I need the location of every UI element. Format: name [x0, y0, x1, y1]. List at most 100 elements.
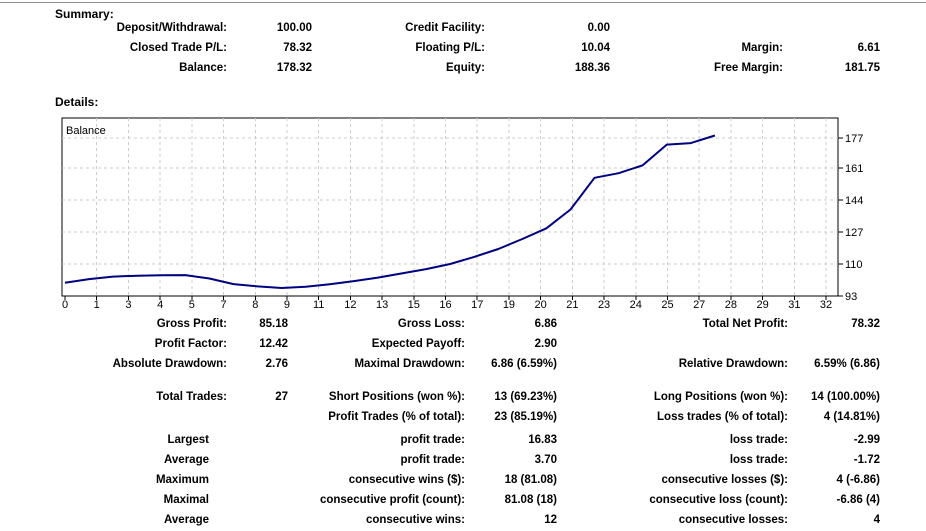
stat-value: -6.86 (4)	[836, 494, 880, 506]
stat-value: 100.00	[276, 22, 312, 34]
stat-value: 12.42	[259, 338, 288, 350]
stat-value: 2.76	[265, 358, 288, 370]
x-tick-label: 19	[503, 299, 515, 311]
x-tick-label: 5	[189, 299, 195, 311]
x-tick-label: 21	[566, 299, 578, 311]
top-separator	[0, 2, 926, 3]
stat-value: 4 (14.81%)	[823, 411, 880, 423]
details-heading: Details:	[55, 95, 99, 109]
stat-label: Gross Loss:	[397, 318, 465, 330]
stat-label: profit trade:	[400, 434, 465, 446]
stat-value: -2.99	[853, 434, 880, 446]
y-tick-label: 144	[845, 195, 863, 207]
stat-label: consecutive losses ($):	[661, 474, 788, 486]
stat-label: Loss trades (% of total):	[657, 411, 788, 423]
balance-chart-svg: 0 1 3 4 5 7 8 9 11 12 13 15 16 17 19 20 21 23 24 25 27 28 29 31…	[61, 117, 863, 311]
stat-label: Average	[164, 514, 209, 526]
x-tick-label: 9	[284, 299, 290, 311]
stat-label: Average	[164, 454, 209, 466]
stat-value: -1.72	[853, 454, 880, 466]
x-tick-label: 7	[220, 299, 226, 311]
stat-label: Profit Trades (% of total):	[328, 411, 465, 423]
stat-label: Long Positions (won %):	[653, 391, 788, 403]
table-row: Balance: 178.32 Equity: 188.36 Free Margin: 1…	[0, 62, 926, 82]
stat-value: 10.04	[581, 42, 610, 54]
stat-label: Short Positions (won %):	[328, 391, 465, 403]
stat-label: loss trade:	[729, 434, 788, 446]
stat-value: 6.86	[534, 318, 557, 330]
x-tick-label: 0	[62, 299, 68, 311]
table-row: Profit Trades (% of total): 23 (85.19%) Lo…	[0, 411, 926, 431]
table-row: Gross Profit: 85.18 Gross Loss: 6.86 Total N…	[0, 318, 926, 338]
x-tick-label: 28	[725, 299, 737, 311]
table-row: Deposit/Withdrawal: 100.00 Credit Facility…	[0, 22, 926, 42]
table-row: Profit Factor: 12.42 Expected Payoff: 2.90	[0, 338, 926, 358]
stat-label: Maximal Drawdown:	[354, 358, 465, 370]
stat-value: 78.32	[283, 42, 312, 54]
stat-label: Floating P/L:	[415, 42, 485, 54]
stat-label: consecutive wins ($):	[348, 474, 465, 486]
stat-value: 2.90	[534, 338, 557, 350]
balance-chart: 0 1 3 4 5 7 8 9 11 12 13 15 16 17 19 20 21 23 24 25 27 28 29 31…	[0, 110, 926, 315]
x-tick-label: 23	[598, 299, 610, 311]
stat-label: Expected Payoff:	[371, 338, 465, 350]
x-tick-label: 13	[376, 299, 388, 311]
stat-label: Gross Profit:	[156, 318, 227, 330]
stat-value: 4	[873, 514, 880, 526]
stat-value: 14 (100.00%)	[810, 391, 880, 403]
x-tick-label: 29	[756, 299, 768, 311]
stat-value: 4 (-6.86)	[836, 474, 880, 486]
table-row: Maximal consecutive profit (count): 81.08 …	[0, 494, 926, 514]
summary-heading: Summary:	[55, 7, 114, 21]
stat-value: 12	[544, 514, 557, 526]
stat-label: Balance:	[179, 62, 227, 74]
x-tick-label: 17	[471, 299, 483, 311]
stat-value: 181.75	[844, 62, 880, 74]
stat-label: Total Net Profit:	[702, 318, 788, 330]
stat-value: 27	[275, 391, 288, 403]
x-tick-label: 27	[693, 299, 705, 311]
stat-label: consecutive profit (count):	[319, 494, 465, 506]
stat-label: profit trade:	[400, 454, 465, 466]
stat-label: Margin:	[741, 42, 783, 54]
chart-legend-balance: Balance	[66, 125, 106, 137]
stat-label: Maximal	[163, 494, 209, 506]
stat-value: 0.00	[587, 22, 610, 34]
table-row: Absolute Drawdown: 2.76 Maximal Drawdown: 6…	[0, 358, 926, 378]
stat-label: Free Margin:	[713, 62, 783, 74]
y-tick-label: 161	[845, 163, 863, 175]
stat-value: 23 (85.19%)	[494, 411, 557, 423]
balance-line	[64, 134, 716, 289]
x-tick-label: 16	[439, 299, 451, 311]
plot-frame	[61, 117, 839, 297]
y-tick-label: 177	[845, 133, 863, 145]
x-tick-label: 15	[408, 299, 420, 311]
table-row: Average profit trade: 3.70 loss trade: -1.72	[0, 454, 926, 474]
stat-label: Relative Drawdown:	[678, 358, 788, 370]
stat-label: consecutive loss (count):	[649, 494, 788, 506]
stat-value: 6.59% (6.86)	[814, 358, 880, 370]
stat-value: 188.36	[574, 62, 610, 74]
stat-label: consecutive losses:	[678, 514, 788, 526]
x-tick-label: 12	[344, 299, 356, 311]
stat-value: 78.32	[851, 318, 880, 330]
stat-label: Credit Facility:	[405, 22, 485, 34]
x-tick-label: 20	[535, 299, 547, 311]
x-tick-label: 1	[94, 299, 100, 311]
x-tick-label: 11	[313, 299, 324, 311]
x-tick-label: 24	[630, 299, 642, 311]
stat-label: loss trade:	[729, 454, 788, 466]
table-row: Largest profit trade: 16.83 loss trade: -2.9…	[0, 434, 926, 454]
table-row: Closed Trade P/L: 78.32 Floating P/L: 10.04…	[0, 42, 926, 62]
stat-label: Maximum	[155, 474, 209, 486]
table-row: Average consecutive wins: 12 consecutive lo…	[0, 514, 926, 531]
stat-value: 13 (69.23%)	[494, 391, 557, 403]
stat-value: 16.83	[528, 434, 557, 446]
stat-label: Deposit/Withdrawal:	[116, 22, 227, 34]
stat-label: consecutive wins:	[365, 514, 465, 526]
stat-label: Closed Trade P/L:	[129, 42, 227, 54]
x-tick-label: 8	[252, 299, 258, 311]
y-tick-label: 127	[845, 227, 863, 239]
stat-label: Equity:	[446, 62, 485, 74]
stat-value: 85.18	[259, 318, 288, 330]
